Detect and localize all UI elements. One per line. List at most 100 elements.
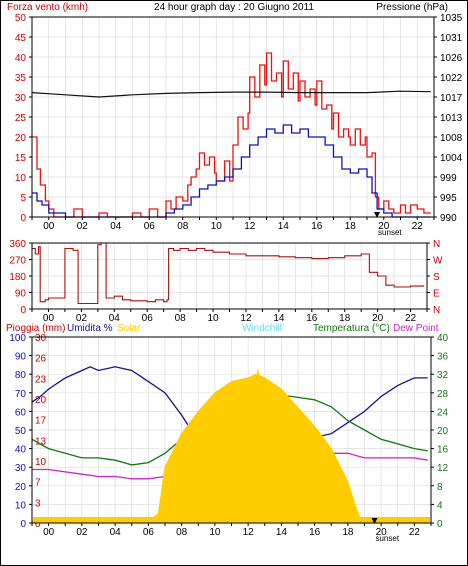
left-tick-label: 50 xyxy=(15,426,27,437)
left-tick-label: 10 xyxy=(15,500,27,511)
x-tick-label: 20 xyxy=(376,527,388,538)
mid-tick-label: 10 xyxy=(35,457,47,468)
right-tick-label: 12 xyxy=(437,463,449,474)
x-tick-label: 12 xyxy=(243,527,255,538)
x-tick-label: 14 xyxy=(273,313,285,324)
right-tick-label: 990 xyxy=(440,213,457,224)
x-tick-label: 08 xyxy=(175,313,187,324)
left-tick-label: 180 xyxy=(9,272,26,283)
left-tick-label: 90 xyxy=(15,352,27,363)
left-tick-label: 30 xyxy=(15,93,27,104)
left-tick-label: 0 xyxy=(20,305,26,316)
x-tick-label: 16 xyxy=(309,527,321,538)
x-tick-label: 12 xyxy=(244,221,256,232)
right-tick-label: 8 xyxy=(437,482,443,493)
rain-label: Pioggia (mm) xyxy=(6,323,65,334)
x-tick-label: 02 xyxy=(76,527,88,538)
x-tick-label: 20 xyxy=(372,313,384,324)
x-tick-label: 08 xyxy=(177,221,189,232)
mid-tick-label: 30 xyxy=(35,333,47,344)
left-tick-label: 100 xyxy=(9,333,26,344)
right-tick-label: 28 xyxy=(437,389,449,400)
right-tick-label: 1017 xyxy=(440,93,463,104)
x-tick-label: 22 xyxy=(409,527,421,538)
mid-tick-label: 17 xyxy=(35,416,47,427)
pressure-series-line xyxy=(31,90,431,98)
right-tick-label: 1008 xyxy=(440,133,463,144)
right-tick-label: 24 xyxy=(437,407,449,418)
x-tick-label: 00 xyxy=(43,527,55,538)
dewpoint-label: Dew Point xyxy=(393,323,439,334)
x-tick-label: 04 xyxy=(109,313,121,324)
x-tick-label: 06 xyxy=(142,313,154,324)
right-tick-label: 36 xyxy=(437,352,449,363)
windchill-label: Windchill xyxy=(242,323,282,334)
x-tick-label: 22 xyxy=(405,313,417,324)
x-tick-label: 00 xyxy=(43,221,55,232)
right-tick-label: 0 xyxy=(437,519,443,530)
right-tick-label: N xyxy=(433,239,440,250)
rain-bar xyxy=(33,517,430,522)
x-tick-label: 04 xyxy=(110,221,122,232)
x-tick-label: 06 xyxy=(144,221,156,232)
sunset-marker xyxy=(374,212,381,218)
x-tick-label: 12 xyxy=(240,313,252,324)
mid-tick-label: 26 xyxy=(35,354,47,365)
right-tick-label: 1035 xyxy=(440,13,463,24)
left-tick-label: 20 xyxy=(15,482,27,493)
right-tick-label: 32 xyxy=(437,370,449,381)
left-tick-label: 40 xyxy=(15,53,27,64)
right-tick-label: 1022 xyxy=(440,73,463,84)
mid-tick-label: 7 xyxy=(35,478,41,489)
x-tick-label: 14 xyxy=(276,527,288,538)
sunset-label: sunset xyxy=(378,228,402,237)
right-tick-label: W xyxy=(433,256,443,267)
left-tick-label: 80 xyxy=(15,370,27,381)
left-tick-label: 45 xyxy=(15,33,27,44)
chart-title: 24 hour graph day : 20 Giugno 2011 xyxy=(154,2,314,13)
left-tick-label: 10 xyxy=(15,173,27,184)
x-tick-label: 10 xyxy=(209,527,221,538)
mid-tick-label: 23 xyxy=(35,374,47,385)
right-tick-label: 20 xyxy=(437,426,449,437)
humidity-temperature-panel: 1009080706050403020100302623201713107304… xyxy=(9,333,448,543)
temperature-label: Temperatura (°C) xyxy=(313,323,390,334)
right-tick-label: 16 xyxy=(437,445,449,456)
x-tick-label: 08 xyxy=(176,527,188,538)
right-tick-label: 999 xyxy=(440,173,457,184)
solar-label: Solar xyxy=(117,323,141,334)
right-tick-label: 995 xyxy=(440,193,457,204)
right-tick-label: N xyxy=(433,305,440,316)
left-tick-label: 90 xyxy=(15,289,27,300)
x-tick-label: 18 xyxy=(345,221,357,232)
left-tick-label: 0 xyxy=(20,213,26,224)
x-tick-label: 02 xyxy=(77,221,89,232)
mid-tick-label: 13 xyxy=(35,436,47,447)
gust-series-line xyxy=(32,52,431,218)
x-tick-label: 04 xyxy=(110,527,122,538)
left-tick-label: 25 xyxy=(15,113,27,124)
right-tick-label: 1026 xyxy=(440,53,463,64)
mid-tick-label: 3 xyxy=(35,498,41,509)
x-tick-label: 18 xyxy=(339,313,351,324)
wind-pressure-panel: 5045403530252015105010351031102610221017… xyxy=(15,13,463,237)
x-tick-label: 10 xyxy=(211,221,223,232)
right-tick-label: 40 xyxy=(437,333,449,344)
left-tick-label: 5 xyxy=(20,193,26,204)
humidity-label: Umidita % xyxy=(67,323,113,334)
right-tick-label: 1031 xyxy=(440,33,463,44)
right-tick-label: 1004 xyxy=(440,153,463,164)
x-tick-label: 20 xyxy=(378,221,390,232)
sunset-label: sunset xyxy=(375,534,399,543)
mid-tick-label: 0 xyxy=(35,519,41,530)
x-tick-label: 06 xyxy=(143,527,155,538)
left-tick-label: 360 xyxy=(9,239,26,250)
x-tick-label: 22 xyxy=(412,221,424,232)
x-tick-label: 10 xyxy=(207,313,219,324)
left-tick-label: 60 xyxy=(15,407,27,418)
x-tick-label: 14 xyxy=(278,221,290,232)
left-tick-label: 50 xyxy=(15,13,27,24)
